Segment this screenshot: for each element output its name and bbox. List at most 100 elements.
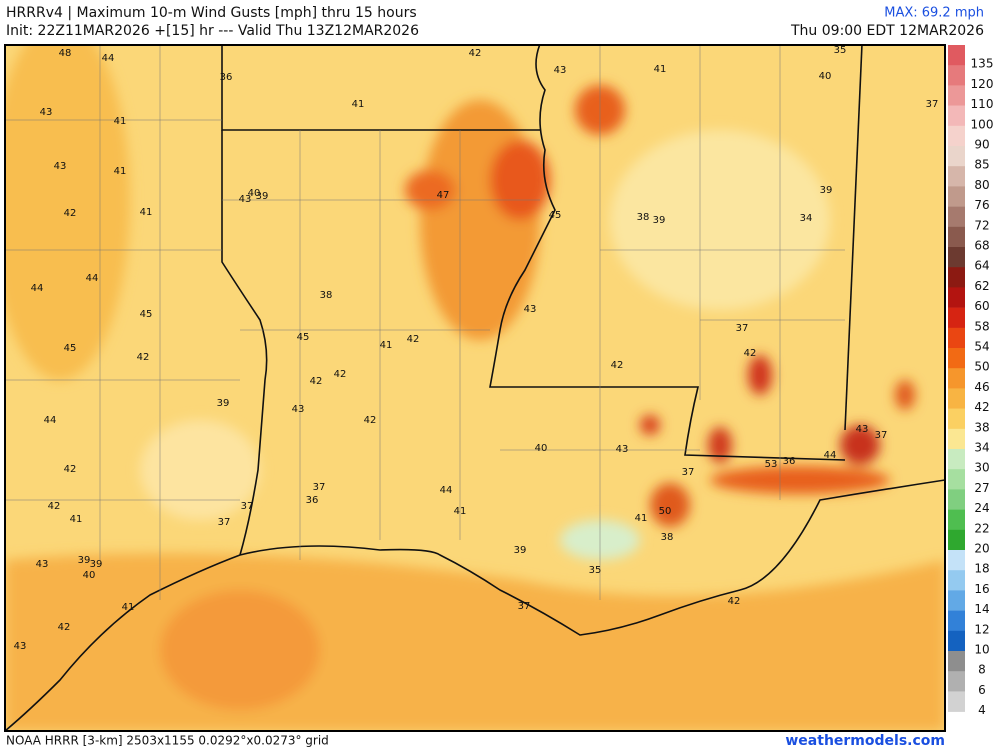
map-value-label: 44	[44, 415, 57, 426]
colorbar-label: 38	[974, 420, 989, 434]
colorbar-segment	[948, 630, 965, 652]
map-frame	[4, 44, 946, 732]
init-line: Init: 22Z11MAR2026 +[15] hr --- Valid Th…	[6, 23, 419, 39]
map-value-label: 42	[611, 360, 624, 371]
colorbar: 1351201101009085807672686462605854504642…	[948, 45, 993, 717]
map-value-label: 45	[64, 343, 77, 354]
map-value-label: 43	[856, 424, 869, 435]
map-value-label: 40	[83, 570, 96, 581]
map-value-label: 37	[682, 467, 695, 478]
colorbar-label: 46	[974, 380, 989, 394]
map-value-label: 43	[239, 194, 252, 205]
colorbar-label: 8	[978, 663, 986, 677]
colorbar-label: 34	[974, 441, 989, 455]
colorbar-segment	[948, 327, 965, 349]
colorbar-label: 110	[971, 97, 994, 111]
map-value-label: 41	[122, 602, 135, 613]
colorbar-label: 14	[974, 602, 989, 616]
map-value-label: 47	[437, 190, 450, 201]
map-value-label: 40	[248, 188, 261, 199]
colorbar-label: 24	[974, 501, 989, 515]
map-value-label: 43	[554, 65, 567, 76]
map-value-label: 44	[824, 450, 837, 461]
colorbar-label: 50	[974, 360, 989, 374]
map-value-label: 39	[820, 185, 833, 196]
map-value-label: 42	[310, 376, 323, 387]
map-value-label: 48	[59, 48, 72, 59]
colorbar-segment	[948, 388, 965, 409]
map-value-label: 43	[54, 161, 67, 172]
colorbar-segment	[948, 166, 965, 187]
map-value-label: 39	[653, 215, 666, 226]
colorbar-label: 62	[974, 279, 989, 293]
map-value-label: 44	[86, 273, 99, 284]
map-value-label: 42	[64, 208, 77, 219]
map-value-label: 43	[36, 559, 49, 570]
map-value-label: 34	[800, 213, 813, 224]
colorbar-segment	[948, 489, 965, 510]
colorbar-segment	[948, 691, 965, 712]
colorbar-label: 27	[974, 481, 989, 495]
colorbar-segment	[948, 408, 965, 430]
colorbar-segment	[948, 529, 965, 551]
map-value-label: 39	[90, 559, 103, 570]
valid-time: Thu 09:00 EDT 12MAR2026	[790, 23, 984, 39]
map-value-label: 37	[875, 430, 888, 441]
colorbar-segment	[948, 590, 965, 611]
state-borders	[5, 45, 945, 731]
colorbar-label: 6	[978, 683, 986, 697]
map-value-label: 41	[454, 506, 467, 517]
map-value-label: 42	[364, 415, 377, 426]
colorbar-label: 60	[974, 299, 989, 313]
colorbar-label: 54	[974, 340, 989, 354]
map-value-label: 42	[334, 369, 347, 380]
colorbar-segment	[948, 125, 965, 147]
map-value-label: 37	[518, 601, 531, 612]
map-value-label: 44	[31, 283, 44, 294]
map-value-label: 40	[535, 443, 548, 454]
colorbar-segment	[948, 146, 965, 167]
colorbar-segment	[948, 368, 965, 389]
colorbar-label: 72	[974, 218, 989, 232]
map-value-label: 41	[140, 207, 153, 218]
colorbar-label: 30	[974, 461, 989, 475]
colorbar-segment	[948, 206, 965, 228]
colorbar-segment	[948, 469, 965, 490]
map-value-label: 37	[313, 482, 326, 493]
footer-site: weathermodels.com	[785, 733, 945, 749]
colorbar-label: 22	[974, 521, 989, 535]
colorbar-segment	[948, 287, 965, 308]
map-value-label: 42	[728, 596, 741, 607]
colorbar-label: 12	[974, 622, 989, 636]
map-value-label: 41	[654, 64, 667, 75]
colorbar-label: 10	[974, 643, 989, 657]
map-value-label: 53	[765, 459, 778, 470]
map-value-label: 42	[58, 622, 71, 633]
colorbar-segment	[948, 186, 965, 207]
map-value-label: 45	[140, 309, 153, 320]
map-value-label: 40	[819, 71, 832, 82]
map-value-label: 38	[320, 290, 333, 301]
colorbar-label: 90	[974, 138, 989, 152]
map-value-label: 42	[469, 48, 482, 59]
map-value-label: 45	[549, 210, 562, 221]
map-value-label: 37	[736, 323, 749, 334]
colorbar-label: 20	[974, 542, 989, 556]
map-value-label: 42	[64, 464, 77, 475]
colorbar-segment	[948, 247, 965, 268]
map-value-label: 44	[102, 53, 115, 64]
map-value-label: 50	[659, 506, 672, 517]
colorbar-label: 85	[974, 158, 989, 172]
map-value-label: 45	[297, 332, 310, 343]
map-value-label: 37	[241, 501, 254, 512]
colorbar-segment	[948, 428, 965, 450]
colorbar-segment	[948, 671, 965, 692]
map-value-label: 38	[661, 532, 674, 543]
colorbar-label: 120	[971, 77, 994, 91]
map-value-label: 39	[256, 191, 269, 202]
colorbar-segment	[948, 105, 965, 127]
map-value-label: 43	[292, 404, 305, 415]
map-value-label: 36	[783, 456, 796, 467]
map	[5, 45, 945, 731]
